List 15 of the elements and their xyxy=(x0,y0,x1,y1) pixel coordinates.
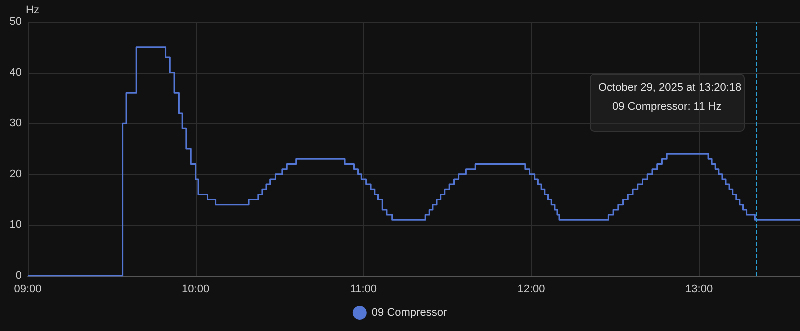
x-tick-label: 11:00 xyxy=(350,284,378,296)
x-tick-label: 09:00 xyxy=(14,284,42,296)
y-tick-label: 40 xyxy=(10,66,22,79)
x-tick-label: 10:00 xyxy=(182,284,210,296)
annotation: 09 Compressor: 11 Hz xyxy=(612,101,722,113)
y-axis-title: Hz xyxy=(26,4,40,16)
annotation: October 29, 2025 at 13:20:18 xyxy=(598,82,742,94)
x-tick-label: 13:00 xyxy=(686,284,714,296)
y-tick-label: 30 xyxy=(10,118,22,130)
legend-label: 09 Compressor xyxy=(372,307,448,319)
y-tick-label: 10 xyxy=(10,219,22,232)
y-tick-label: 50 xyxy=(10,16,22,28)
y-tick-label: 20 xyxy=(10,168,22,180)
y-tick-label: 0 xyxy=(16,270,22,282)
x-tick-label: 12:00 xyxy=(518,284,546,296)
